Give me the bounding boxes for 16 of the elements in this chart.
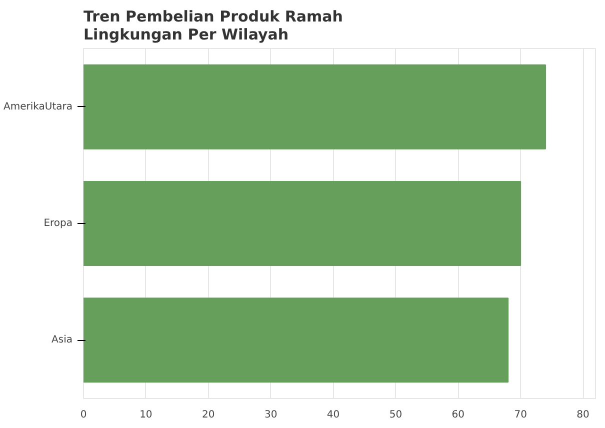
y-tick-label: AmerikaUtara (4, 101, 73, 112)
x-tick-label: 60 (452, 410, 465, 420)
x-tick-label: 30 (264, 410, 278, 420)
x-tick-label: 80 (576, 410, 590, 420)
x-tick-label: 20 (202, 410, 215, 420)
bar (84, 298, 509, 383)
bar (84, 181, 522, 266)
x-tick-label: 0 (80, 410, 87, 420)
bar (84, 64, 546, 150)
x-tick-label: 40 (326, 410, 340, 420)
x-tick-label: 70 (514, 410, 527, 420)
chart-title: Tren Pembelian Produk Ramah Lingkungan Per Wilayah (84, 8, 343, 44)
y-tick-label: Asia (52, 334, 73, 346)
x-tick-label: 10 (140, 410, 152, 420)
x-tick-label: 50 (389, 410, 402, 420)
y-tick-label: Eropa (44, 218, 73, 229)
